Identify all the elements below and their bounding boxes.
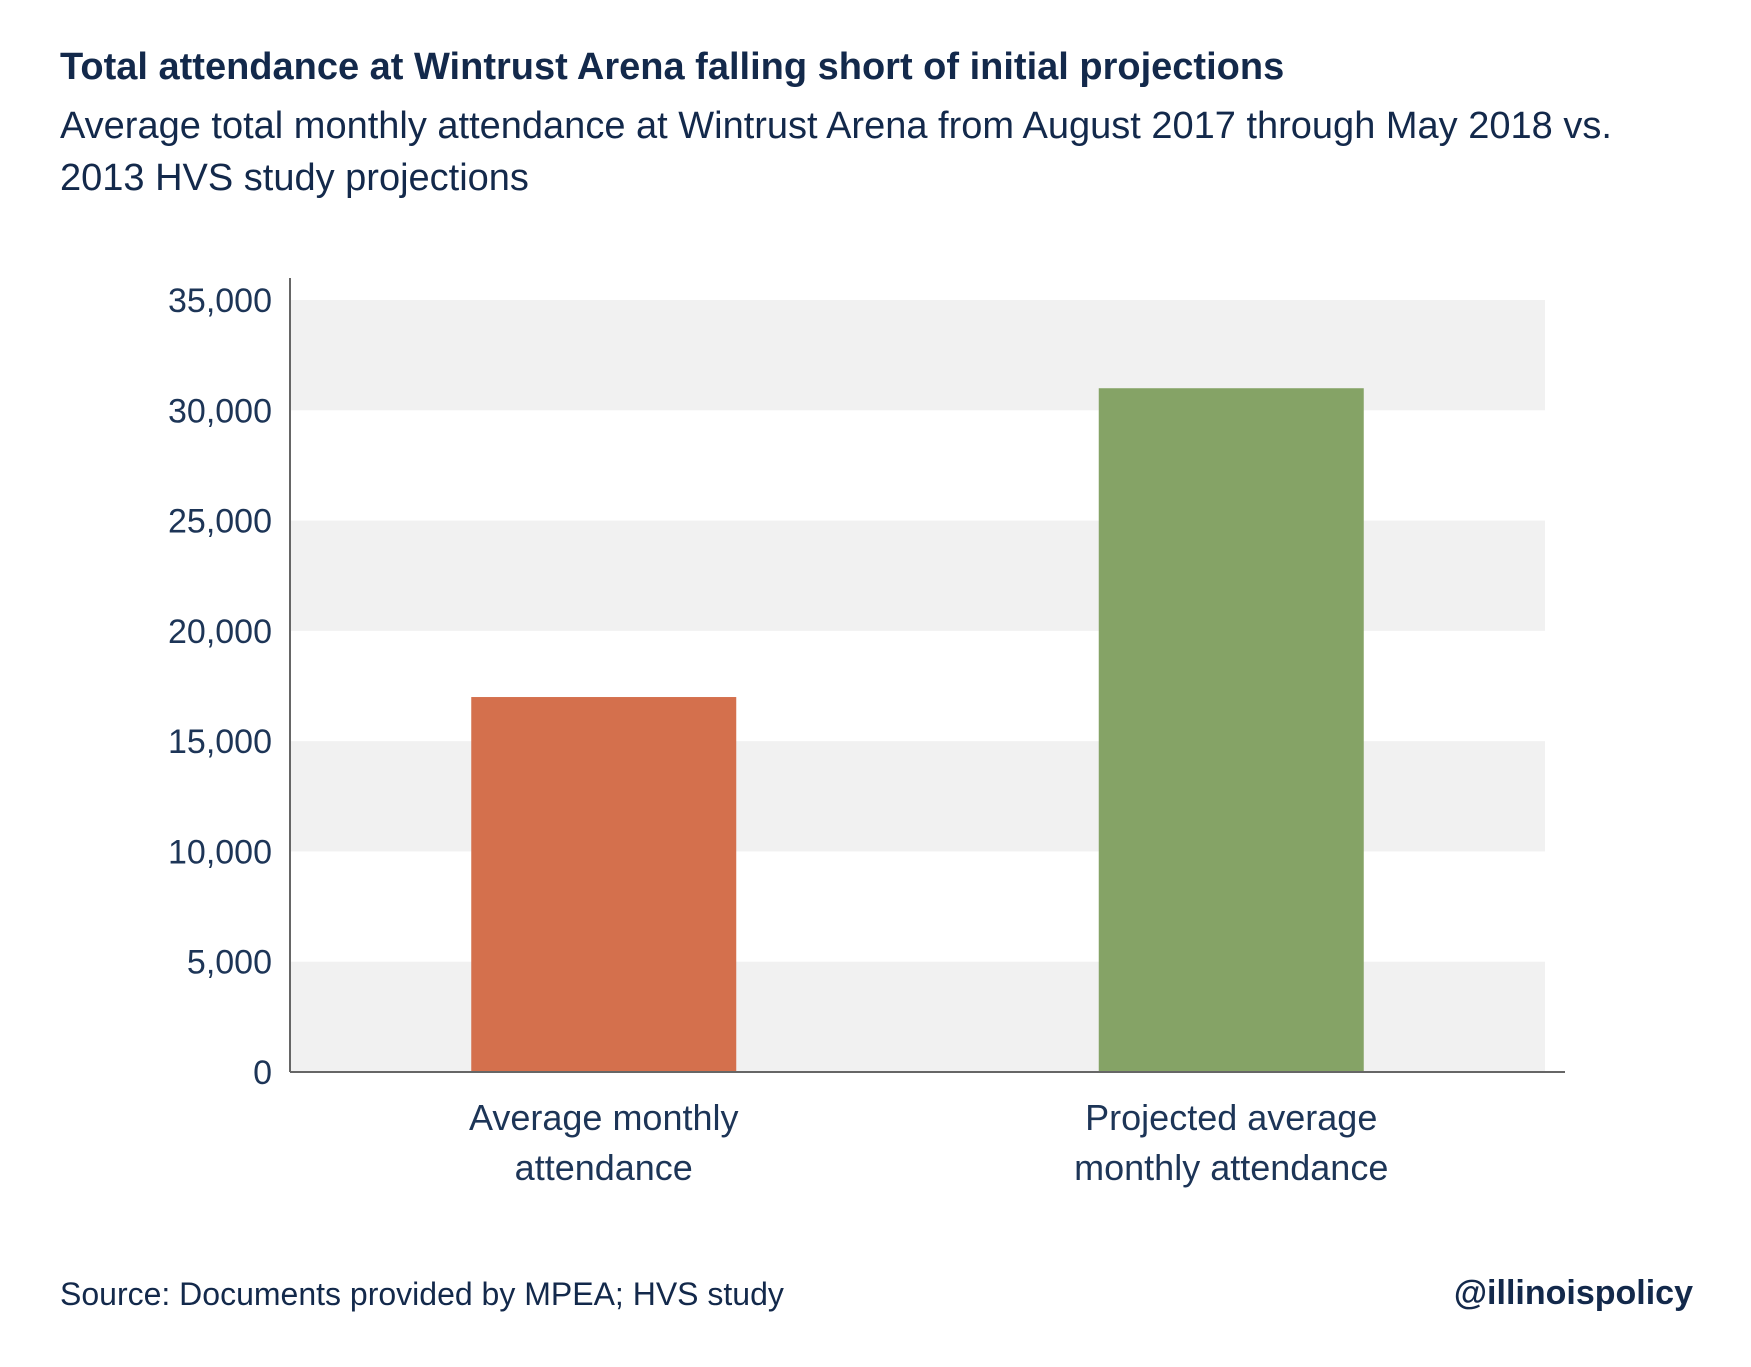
brand-handle: @illinoispolicy (1453, 1274, 1693, 1312)
y-tick-label: 5,000 (187, 944, 272, 982)
y-tick-labels: 0 5,000 10,000 15,000 20,000 25,000 30,000 35,0… (168, 282, 272, 1092)
chart-title: Total attendance at Wintrust Arena falli… (60, 46, 1285, 88)
bars (471, 388, 1364, 1072)
y-tick-label: 15,000 (168, 723, 272, 761)
chart-subtitle: Average total monthly attendance at Wint… (60, 105, 1612, 199)
y-tick-label: 25,000 (168, 503, 272, 541)
y-tick-label: 20,000 (168, 613, 272, 651)
bar (1098, 388, 1364, 1072)
y-tick-label: 30,000 (168, 392, 272, 430)
bar (471, 697, 737, 1072)
x-category-label-line: monthly attendance (1074, 1147, 1388, 1188)
x-category-label: Average monthly attendance (469, 1097, 739, 1188)
x-category-labels: Average monthly attendance Projected avera… (469, 1097, 1388, 1188)
x-category-label-line: attendance (515, 1147, 693, 1188)
x-category-label: Projected average monthly attendance (1074, 1097, 1388, 1188)
y-tick-label: 35,000 (168, 282, 272, 320)
y-tick-label: 10,000 (168, 833, 272, 871)
x-category-label-line: Average monthly (469, 1097, 739, 1138)
x-category-label-line: Projected average (1085, 1097, 1377, 1138)
source-note: Source: Documents provided by MPEA; HVS … (60, 1276, 784, 1312)
y-tick-label: 0 (253, 1054, 272, 1092)
